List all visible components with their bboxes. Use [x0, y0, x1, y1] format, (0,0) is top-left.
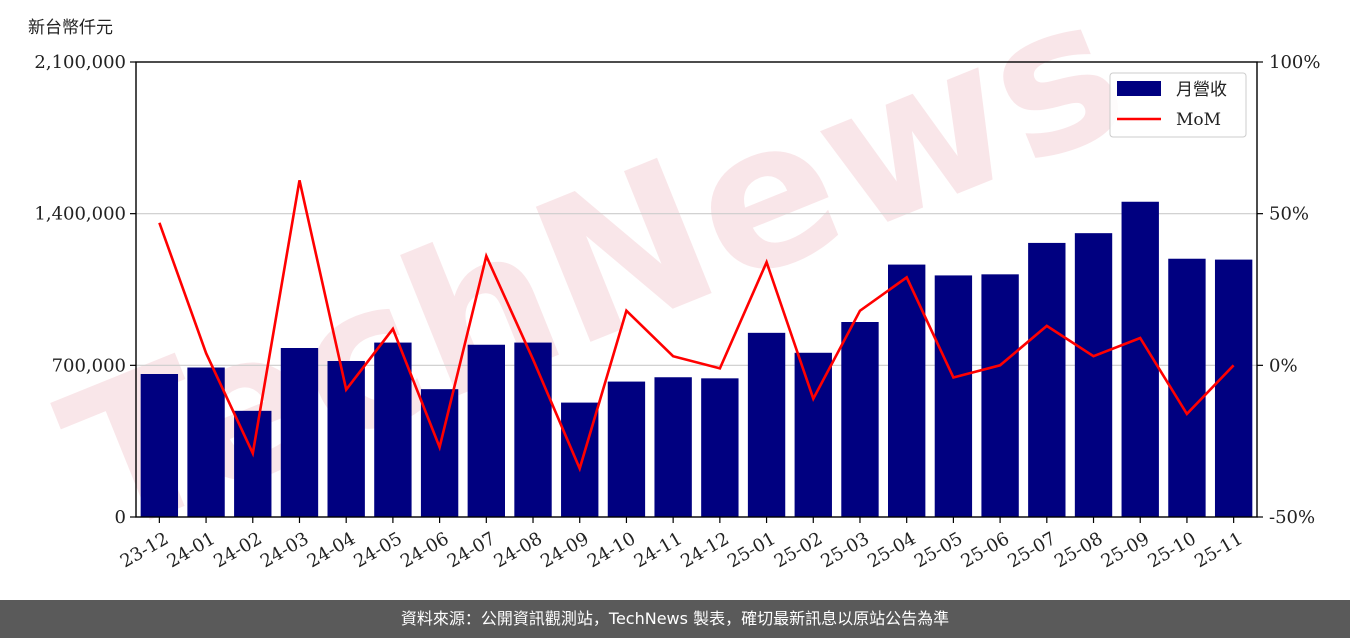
bar-24-11	[654, 377, 692, 517]
x-tick-label: 25-07	[1004, 528, 1059, 572]
bar-25-02	[794, 352, 832, 517]
x-tick-label: 25-01	[724, 528, 779, 572]
right-axis: -50% 0% 50% 100%	[1257, 52, 1320, 528]
x-tick-label: 25-10	[1144, 528, 1199, 572]
x-tick-label: 24-08	[490, 528, 545, 572]
x-tick-label: 25-08	[1051, 528, 1106, 572]
left-tick-label: 700,000	[52, 355, 126, 376]
x-tick-label: 25-11	[1191, 528, 1246, 572]
bar-24-08	[514, 342, 552, 517]
left-axis: 0 700,000 1,400,000 2,100,000	[34, 52, 136, 528]
grid	[136, 213, 1257, 366]
x-tick-label: 24-07	[444, 528, 499, 572]
x-tick-label: 24-10	[584, 528, 639, 572]
plot-border	[135, 61, 1258, 518]
x-tick-label: 25-03	[817, 528, 872, 572]
legend: 月營收 MoM	[1109, 72, 1247, 138]
x-tick-label: 25-04	[864, 528, 919, 572]
legend-label-revenue: 月營收	[1176, 80, 1227, 100]
bar-24-01	[187, 367, 225, 517]
bar-23-12	[140, 374, 179, 517]
x-tick-label: 24-04	[304, 528, 359, 572]
left-tick-label: 2,100,000	[34, 52, 126, 73]
x-tick-label: 25-05	[911, 528, 966, 572]
bar-24-03	[280, 348, 319, 517]
plot-frame	[135, 61, 1258, 518]
x-tick-label: 25-09	[1098, 528, 1153, 572]
right-tick-label: 0%	[1269, 355, 1298, 376]
right-tick-label: 100%	[1269, 52, 1320, 73]
bar-25-08	[1074, 233, 1113, 517]
x-tick-label: 25-06	[958, 528, 1013, 572]
bar-25-01	[747, 332, 786, 517]
bar-25-06	[981, 274, 1019, 517]
legend-bar-swatch	[1117, 81, 1161, 96]
x-tick-label: 24-03	[257, 528, 312, 572]
left-tick-label: 1,400,000	[34, 204, 126, 225]
bar-24-09	[561, 402, 599, 517]
bar-24-05	[374, 342, 412, 517]
bar-24-10	[607, 381, 646, 517]
footer-source-note: 資料來源：公開資訊觀測站，TechNews 製表，確切最新訊息以原站公告為準	[0, 600, 1350, 638]
x-tick-label: 24-12	[677, 528, 732, 572]
bar-25-10	[1168, 258, 1206, 517]
bar-24-06	[420, 389, 459, 517]
x-tick-label: 24-05	[350, 528, 405, 572]
x-tick-label: 24-06	[397, 528, 452, 572]
x-tick-label: 25-02	[771, 528, 826, 572]
right-tick-label: 50%	[1269, 204, 1309, 225]
bar-25-07	[1028, 242, 1066, 517]
bar-24-12	[701, 378, 739, 517]
bar-25-05	[934, 275, 973, 517]
mom-line	[158, 180, 1235, 473]
x-axis: 23-1224-0124-0224-0324-0424-0524-0624-07…	[117, 517, 1247, 572]
bar-25-11	[1214, 259, 1253, 517]
bar-24-07	[467, 344, 505, 517]
left-tick-label: 0	[115, 507, 126, 528]
y-unit-label: 新台幣仟元	[28, 18, 113, 38]
line-series	[158, 180, 1235, 473]
right-tick-label: -50%	[1269, 507, 1315, 528]
legend-label-mom: MoM	[1176, 110, 1221, 130]
x-tick-label: 24-09	[537, 528, 592, 572]
x-tick-label: 24-11	[631, 528, 686, 572]
bar-25-03	[841, 322, 879, 517]
